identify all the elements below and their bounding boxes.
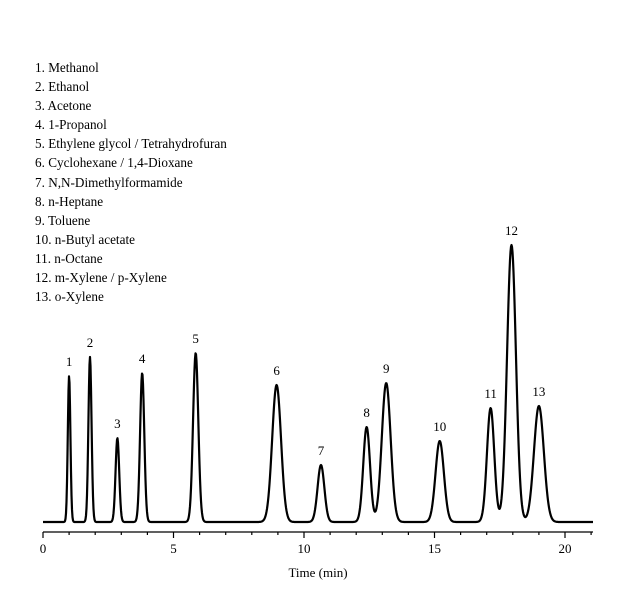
- legend-item: 11. n-Octane: [35, 250, 103, 266]
- legend-item: 8. n-Heptane: [35, 193, 104, 209]
- peak-label: 1: [66, 354, 73, 369]
- peak-label: 11: [484, 386, 497, 401]
- x-tick-label: 0: [40, 541, 47, 556]
- peak-label: 6: [273, 363, 280, 378]
- compound-legend: 1. Methanol 2. Ethanol 3. Acetone 4. 1-Prop…: [35, 58, 227, 306]
- peak-label: 9: [383, 361, 390, 376]
- legend-item: 5. Ethylene glycol / Tetrahydrofuran: [35, 136, 227, 152]
- legend-item: 9. Toluene: [35, 212, 91, 228]
- peak-label: 13: [532, 384, 545, 399]
- peak-label: 3: [114, 416, 121, 431]
- legend-item: 2. Ethanol: [35, 79, 90, 95]
- x-tick-label: 20: [559, 541, 572, 556]
- legend-item: 7. N,N-Dimethylformamide: [35, 174, 183, 190]
- peak-label: 4: [139, 351, 146, 366]
- chromatogram-trace: [42, 243, 594, 524]
- legend-item: 4. 1-Propanol: [35, 117, 107, 133]
- peak-label: 2: [87, 335, 94, 350]
- legend-item: 13. o-Xylene: [35, 289, 104, 305]
- legend-item: 12. m-Xylene / p-Xylene: [35, 270, 167, 286]
- legend-item: 1. Methanol: [35, 60, 99, 75]
- legend-item: 6. Cyclohexane / 1,4-Dioxane: [35, 155, 193, 171]
- x-axis-label: Time (min): [288, 565, 347, 580]
- legend-item: 3. Acetone: [35, 98, 92, 114]
- peak-label: 8: [363, 405, 370, 420]
- peak-label: 5: [192, 331, 199, 346]
- peak-label: 10: [433, 419, 446, 434]
- peak-label: 12: [505, 223, 518, 238]
- x-tick-label: 10: [298, 541, 311, 556]
- x-tick-label: 15: [428, 541, 441, 556]
- x-axis: 0 5 10 15 20: [40, 531, 593, 556]
- legend-item: 10. n-Butyl acetate: [35, 231, 135, 247]
- peak-label: 7: [318, 443, 325, 458]
- x-tick-label: 5: [170, 541, 177, 556]
